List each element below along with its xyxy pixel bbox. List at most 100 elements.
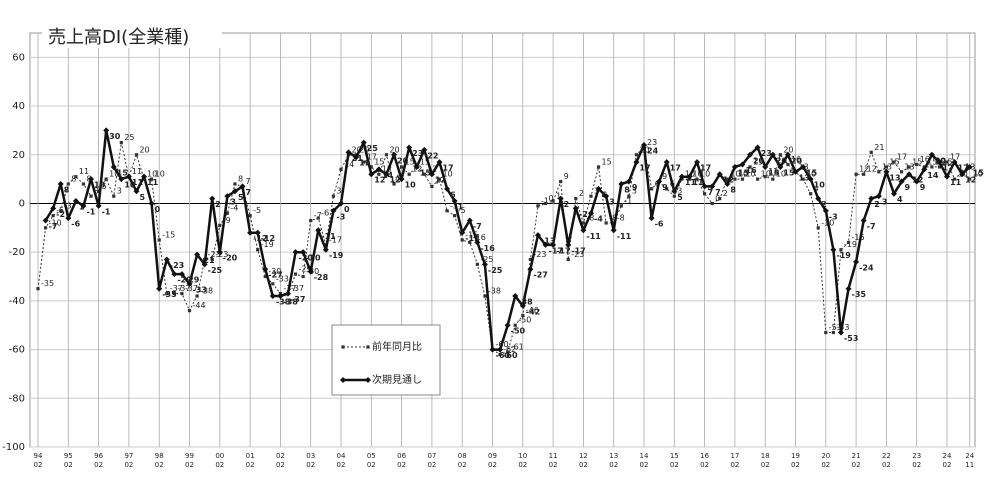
data-label: -12 [253,234,267,243]
data-label: 5 [102,182,107,191]
point [468,240,472,245]
data-label: 2 [874,200,880,209]
data-label: 12 [435,176,446,185]
x-tick-sublabel: 02 [882,461,891,469]
point [921,166,928,173]
x-tick-label: 09 [488,452,497,460]
data-label: 14 [344,160,354,169]
data-label: 12 [859,165,869,174]
x-tick-label: 95 [64,452,73,460]
point [663,159,670,166]
data-label: -17 [549,246,563,255]
x-tick-label: 06 [397,452,406,460]
data-label: -7 [473,222,482,231]
legend-label: 前年同月比 [372,340,422,353]
point [627,194,631,198]
data-label: -21 [200,256,215,265]
x-tick-label: 10 [518,452,527,460]
x-tick-sublabel: 02 [155,461,164,469]
point [678,173,685,180]
data-label: -7 [49,222,58,231]
point [51,214,55,218]
point [231,188,238,195]
data-label: 0 [549,194,554,203]
point [831,330,835,335]
point [186,280,193,287]
data-label: -53 [829,323,842,332]
x-tick-label: 22 [882,452,891,460]
x-tick-sublabel: 02 [579,461,588,469]
point [453,214,457,218]
data-label: -44 [193,301,206,310]
data-label: 17 [442,164,453,173]
data-label: -50 [511,327,526,336]
point [110,163,117,170]
x-tick-label: 07 [427,452,436,460]
data-label: -17 [556,246,570,255]
point [80,202,87,209]
y-tick-label: -60 [9,345,25,356]
data-label: 10 [761,170,771,179]
point [460,238,464,242]
x-tick-label: 01 [246,452,255,460]
point [754,144,761,151]
data-label: 15 [420,157,430,166]
point [557,195,564,202]
legend-marker [366,345,370,349]
point [225,211,229,215]
point [930,165,934,169]
data-label: -38 [276,298,291,307]
data-label: -17 [571,246,585,255]
point [869,150,873,154]
point [59,209,63,213]
point [284,290,291,297]
data-label: 23 [761,149,772,158]
data-label: 3 [609,198,615,207]
data-label: -33 [193,285,207,294]
point [574,197,578,201]
data-label: 3 [94,187,99,196]
data-label: 11 [768,167,778,176]
point [868,195,875,202]
point [747,151,754,158]
point [277,293,284,300]
data-label: 5 [139,193,145,202]
x-tick-label: 05 [367,452,376,460]
data-label: 15 [806,168,818,177]
data-label: 12 [867,165,877,174]
point [572,205,579,212]
point [778,153,782,157]
point [74,175,78,179]
data-label: 17 [950,153,960,162]
point [66,182,70,186]
x-tick-label: 18 [761,452,770,460]
point [587,210,594,217]
data-label: -3 [450,201,458,210]
point [247,229,254,236]
data-label: 21 [874,143,884,152]
data-label: 25 [124,133,134,142]
data-label: -10 [49,218,62,227]
x-tick-label: 03 [306,452,315,460]
point [695,177,699,181]
x-tick-sublabel: 02 [246,461,255,469]
data-label: -23 [533,250,546,259]
point [875,193,882,200]
point [391,151,398,158]
point [43,226,48,230]
data-label: 3 [882,198,888,207]
point [369,165,373,169]
point [345,149,352,156]
point [595,185,602,192]
data-label: 15 [912,157,922,166]
point [784,151,791,158]
point [633,159,640,166]
data-label: 24 [647,147,659,156]
data-label: 16 [745,166,757,175]
data-label: -38 [200,287,213,296]
data-label: -53 [844,334,858,343]
data-label: -61 [511,343,524,352]
x-tick-sublabel: 02 [367,461,376,469]
